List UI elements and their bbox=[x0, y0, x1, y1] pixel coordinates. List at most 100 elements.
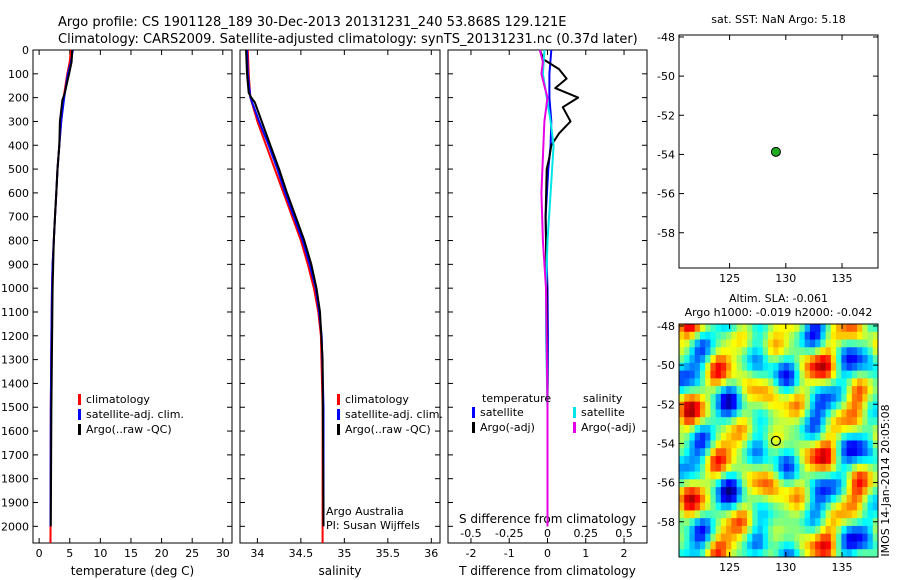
heatmap-cell bbox=[788, 378, 795, 387]
heatmap-cell bbox=[705, 393, 711, 403]
heatmap-cell bbox=[804, 355, 811, 364]
heatmap-cell bbox=[762, 393, 769, 403]
heatmap-cell bbox=[726, 331, 732, 340]
heatmap-cell bbox=[710, 417, 717, 426]
heatmap-cell bbox=[830, 541, 837, 550]
heatmap-cell bbox=[788, 432, 795, 441]
heatmap-cell bbox=[689, 525, 696, 535]
heatmap-cell bbox=[809, 355, 816, 364]
heatmap-cell bbox=[815, 518, 821, 527]
heatmap-cell bbox=[825, 424, 832, 434]
heatmap-cell bbox=[705, 463, 711, 472]
heatmap-cell bbox=[830, 347, 837, 356]
heatmap-cell bbox=[741, 487, 748, 496]
heatmap-cell bbox=[794, 362, 800, 371]
heatmap-cell bbox=[705, 355, 711, 364]
heatmap-cell bbox=[684, 533, 690, 542]
heatmap-cell bbox=[736, 541, 743, 550]
heatmap-cell bbox=[778, 324, 785, 333]
heatmap-cell bbox=[747, 331, 753, 340]
heatmap-cell bbox=[820, 487, 827, 496]
heatmap-cell bbox=[794, 510, 800, 519]
heatmap-cell bbox=[699, 510, 706, 519]
heatmap-cell bbox=[762, 479, 769, 488]
temperature-x-tick-label: 20 bbox=[155, 547, 169, 560]
heatmap-cell bbox=[762, 448, 769, 457]
heatmap-cell bbox=[679, 471, 685, 480]
heatmap-cell bbox=[689, 401, 696, 410]
heatmap-cell bbox=[851, 533, 858, 542]
heatmap-cell bbox=[705, 487, 711, 496]
heatmap-cell bbox=[694, 339, 701, 348]
heatmap-cell bbox=[731, 362, 738, 371]
heatmap-cell bbox=[757, 409, 764, 418]
temperature-y-tick-label: 200 bbox=[8, 92, 29, 105]
heatmap-cell bbox=[867, 386, 874, 395]
heatmap-cell bbox=[815, 401, 821, 410]
heatmap-cell bbox=[679, 525, 685, 535]
heatmap-cell bbox=[778, 533, 785, 542]
altimetry-y-tick-label: -58 bbox=[657, 516, 675, 529]
heatmap-cell bbox=[679, 401, 685, 410]
heatmap-cell bbox=[762, 409, 769, 418]
heatmap-cell bbox=[862, 339, 868, 348]
heatmap-cell bbox=[846, 378, 853, 387]
heatmap-cell bbox=[872, 417, 879, 426]
heatmap-cell bbox=[757, 331, 764, 340]
heatmap-cell bbox=[747, 541, 753, 550]
heatmap-cell bbox=[851, 463, 858, 472]
heatmap-cell bbox=[726, 479, 732, 488]
heatmap-cell bbox=[820, 502, 827, 511]
heatmap-cell bbox=[757, 339, 764, 348]
heatmap-cell bbox=[699, 541, 706, 550]
heatmap-cell bbox=[846, 370, 853, 379]
heatmap-cell bbox=[694, 533, 701, 542]
heatmap-cell bbox=[752, 370, 758, 379]
heatmap-cell bbox=[720, 417, 727, 426]
heatmap-cell bbox=[788, 409, 795, 418]
heatmap-cell bbox=[825, 331, 832, 340]
legend-label: Argo(-adj) bbox=[480, 421, 535, 434]
heatmap-cell bbox=[872, 324, 879, 333]
heatmap-cell bbox=[736, 456, 743, 465]
heatmap-cell bbox=[809, 549, 816, 558]
altimetry-x-tick-label: 125 bbox=[719, 561, 740, 574]
heatmap-cell bbox=[836, 471, 842, 480]
heatmap-cell bbox=[836, 378, 842, 387]
heatmap-cell bbox=[872, 440, 879, 449]
heatmap-cell bbox=[783, 324, 790, 333]
heatmap-cell bbox=[804, 502, 811, 511]
heatmap-cell bbox=[726, 549, 732, 558]
heatmap-cell bbox=[710, 432, 717, 441]
heatmap-cell bbox=[867, 479, 874, 488]
heatmap-cell bbox=[836, 463, 842, 472]
heatmap-cell bbox=[846, 432, 853, 441]
heatmap-cell bbox=[862, 533, 868, 542]
heatmap-cell bbox=[694, 463, 701, 472]
heatmap-cell bbox=[788, 355, 795, 364]
heatmap-cell bbox=[773, 339, 779, 348]
heatmap-cell bbox=[705, 424, 711, 434]
legend-swatch bbox=[78, 424, 81, 435]
heatmap-cell bbox=[684, 456, 690, 465]
heatmap-cell bbox=[809, 525, 816, 535]
heatmap-cell bbox=[872, 533, 879, 542]
heatmap-cell bbox=[705, 510, 711, 519]
heatmap-cell bbox=[757, 487, 764, 496]
heatmap-cell bbox=[679, 324, 685, 333]
heatmap-cell bbox=[768, 518, 774, 527]
heatmap-cell bbox=[773, 440, 779, 449]
heatmap-cell bbox=[825, 386, 832, 395]
heatmap-cell bbox=[830, 494, 837, 504]
heatmap-cell bbox=[689, 409, 696, 418]
heatmap-cell bbox=[867, 355, 874, 364]
heatmap-cell bbox=[715, 409, 722, 418]
heatmap-cell bbox=[689, 541, 696, 550]
heatmap-cell bbox=[762, 456, 769, 465]
heatmap-cell bbox=[851, 440, 858, 449]
heatmap-cell bbox=[741, 456, 748, 465]
heatmap-cell bbox=[741, 525, 748, 535]
heatmap-cell bbox=[872, 463, 879, 472]
heatmap-cell bbox=[825, 533, 832, 542]
heatmap-cell bbox=[872, 494, 879, 504]
